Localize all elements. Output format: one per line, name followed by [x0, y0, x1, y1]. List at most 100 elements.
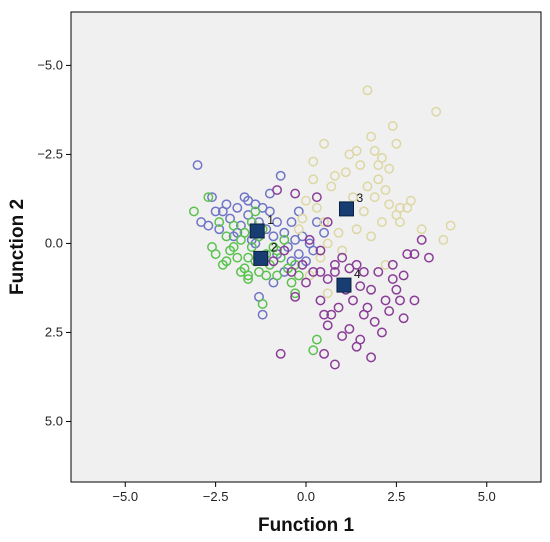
- data-point-group-2: [228, 220, 239, 231]
- data-point-group-3: [416, 224, 427, 235]
- data-point-group-3: [297, 213, 308, 224]
- data-point-group-2: [232, 252, 243, 263]
- data-point-group-1: [308, 245, 319, 256]
- data-point-group-2: [228, 242, 239, 252]
- data-point-group-2: [235, 266, 246, 277]
- data-point-group-2: [243, 274, 254, 284]
- data-point-group-2: [210, 249, 221, 260]
- data-point-group-4: [315, 266, 326, 277]
- data-point-group-3: [315, 252, 326, 263]
- data-point-group-1: [279, 227, 290, 238]
- data-point-group-3: [329, 170, 340, 181]
- data-point-group-2: [290, 288, 301, 299]
- data-point-group-3: [373, 160, 384, 171]
- data-point-group-1: [268, 231, 279, 242]
- data-point-group-3: [355, 160, 366, 171]
- data-point-group-4: [322, 320, 333, 331]
- data-point-group-4: [366, 284, 377, 295]
- data-point-group-4: [311, 192, 322, 203]
- centroid-marker-1: [249, 223, 265, 239]
- axis-ticks: −5.0 −2.5 0.0 2.5 5.0 5.0 2.5 0.0 −2.5 −5.0: [37, 57, 495, 504]
- data-point-group-4: [290, 291, 301, 302]
- data-point-group-2: [243, 252, 254, 263]
- centroid-label-1: 1: [267, 213, 274, 227]
- data-point-group-4: [395, 295, 405, 306]
- y-tick-label: 0.0: [45, 235, 63, 250]
- data-point-group-4: [366, 352, 377, 363]
- data-point-group-3: [405, 195, 416, 206]
- data-point-group-4: [272, 185, 283, 195]
- data-point-group-3: [438, 234, 449, 245]
- data-point-group-4: [329, 266, 340, 277]
- data-point-group-3: [376, 217, 387, 228]
- data-point-group-4: [416, 234, 427, 245]
- data-point-group-2: [239, 227, 250, 238]
- data-point-group-4: [376, 327, 387, 338]
- plot-area: [71, 12, 541, 482]
- data-points: [188, 85, 456, 370]
- data-point-group-4: [279, 245, 290, 256]
- data-point-group-3: [333, 227, 344, 238]
- data-point-group-3: [337, 245, 348, 256]
- data-point-group-4: [329, 259, 340, 270]
- data-point-group-1: [192, 160, 203, 171]
- data-point-group-3: [445, 220, 456, 231]
- data-point-group-4: [337, 252, 348, 263]
- data-point-group-4: [351, 341, 362, 352]
- data-point-group-3: [380, 185, 391, 195]
- data-point-group-3: [387, 120, 398, 131]
- data-point-group-3: [384, 199, 395, 210]
- data-point-group-4: [322, 217, 333, 228]
- data-point-group-4: [358, 266, 369, 277]
- data-point-group-2: [246, 242, 257, 252]
- data-point-group-4: [362, 302, 373, 313]
- data-point-group-4: [355, 281, 366, 292]
- data-point-group-1: [311, 217, 322, 228]
- data-point-group-4: [333, 302, 344, 313]
- data-point-group-4: [308, 266, 319, 277]
- data-point-group-4: [409, 295, 420, 306]
- data-point-group-4: [409, 249, 420, 260]
- data-point-group-3: [384, 163, 395, 174]
- data-point-group-2: [272, 270, 283, 281]
- data-point-group-1: [264, 206, 275, 217]
- data-point-group-3: [348, 192, 358, 203]
- centroid-label-4: 4: [354, 267, 361, 281]
- data-point-group-2: [272, 245, 283, 256]
- data-point-group-1: [293, 249, 304, 260]
- centroid-label-2: 2: [271, 240, 278, 254]
- data-point-group-3: [322, 288, 333, 299]
- centroid-label-3: 3: [356, 191, 363, 205]
- y-axis-title: Function 2: [7, 199, 28, 295]
- x-tick-label: 0.0: [297, 489, 315, 504]
- data-point-group-3: [391, 138, 402, 149]
- data-point-group-2: [308, 345, 319, 356]
- data-point-group-4: [326, 309, 337, 320]
- data-point-group-4: [329, 359, 340, 370]
- data-point-group-4: [301, 277, 311, 288]
- x-tick-label: −2.5: [203, 489, 229, 504]
- data-point-group-4: [373, 266, 384, 277]
- x-tick-label: 5.0: [478, 489, 496, 504]
- data-point-group-1: [243, 195, 254, 206]
- data-point-group-3: [358, 206, 369, 217]
- data-point-group-2: [261, 270, 272, 281]
- data-point-group-4: [290, 188, 301, 199]
- data-point-group-3: [340, 167, 351, 178]
- plot-frame: [70, 11, 542, 483]
- centroid-marker-2: [253, 250, 269, 266]
- data-point-group-2: [214, 217, 225, 228]
- group-centroids: 1 2 3 4: [249, 191, 363, 293]
- data-point-group-3: [308, 156, 319, 167]
- data-point-group-4: [387, 259, 398, 270]
- data-point-group-1: [319, 227, 330, 238]
- data-point-group-3: [326, 181, 337, 192]
- data-point-group-3: [319, 217, 330, 228]
- data-point-group-3: [380, 259, 391, 270]
- data-point-group-2: [286, 277, 297, 288]
- data-point-group-3: [308, 174, 319, 185]
- data-point-group-4: [297, 259, 308, 270]
- data-point-group-2: [257, 299, 268, 309]
- data-point-group-1: [203, 220, 214, 231]
- x-tick-label: −5.0: [112, 489, 138, 504]
